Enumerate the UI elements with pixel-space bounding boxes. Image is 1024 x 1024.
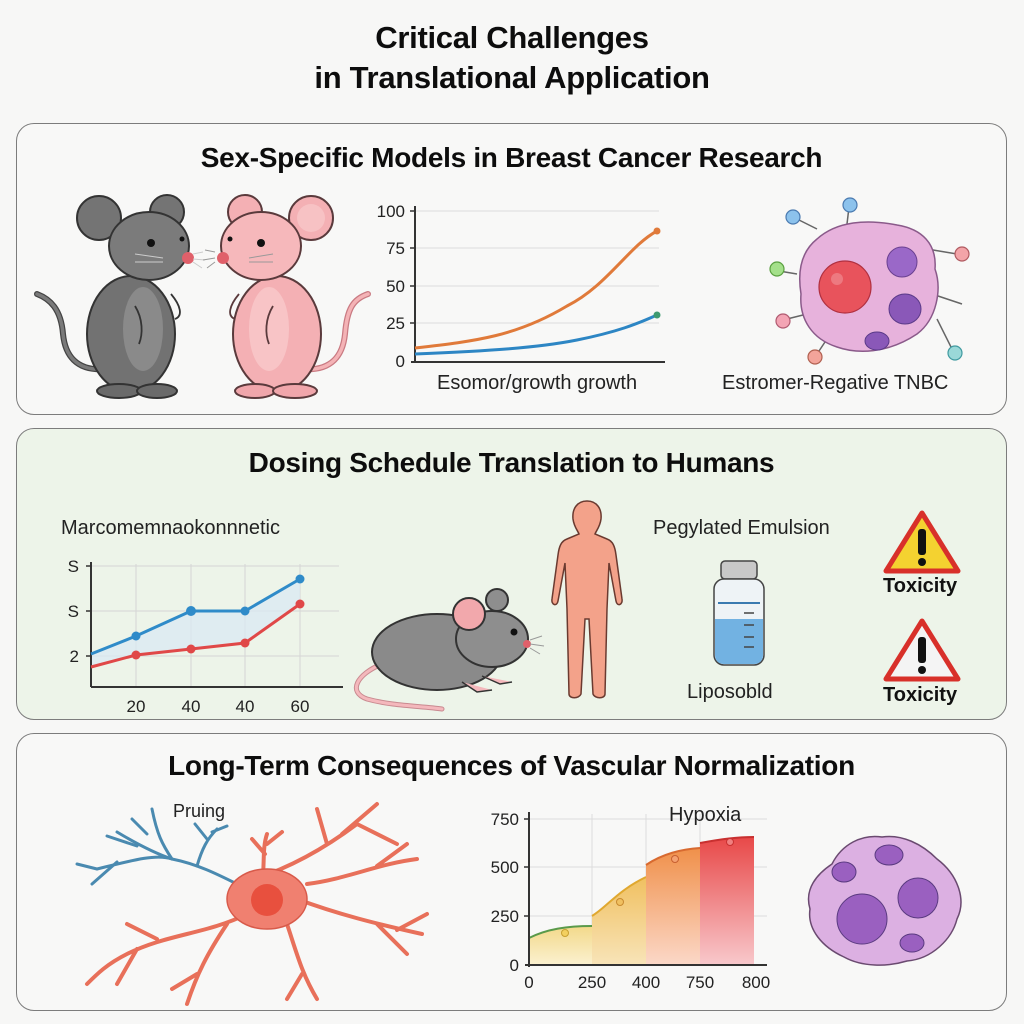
toxicity-label: Toxicity: [883, 684, 958, 706]
formulation-top-label: Pegylated Emulsion: [653, 517, 830, 539]
panel-title: Dosing Schedule Translation to Humans: [248, 447, 775, 478]
y-tick: S: [68, 557, 79, 576]
y-tick: 50: [386, 277, 405, 296]
cell-label: Estromer-Regative TNBC: [722, 372, 949, 394]
panel-sex-specific-models: Sex-Specific Models in Breast Cancer Res…: [16, 123, 1007, 415]
panel-title: Sex-Specific Models in Breast Cancer Res…: [200, 142, 823, 173]
x-tick: 400: [632, 973, 660, 992]
warning-triangle-white-icon: [883, 618, 961, 682]
main-title-line1: Critical Challenges: [375, 20, 649, 55]
y-tick: 750: [491, 810, 519, 829]
toxicity-label: Toxicity: [883, 575, 958, 597]
formulation-bottom-label: Liposobld: [687, 681, 773, 703]
y-tick: 250: [491, 907, 519, 926]
y-tick: 500: [491, 858, 519, 877]
y-tick: 0: [396, 352, 405, 371]
chart-title: Marcomemnaokonnnetic: [61, 517, 280, 539]
vessel-network-icon: [75, 802, 429, 1006]
purple-cell-icon: [807, 835, 962, 966]
y-tick: 0: [510, 956, 519, 975]
chart-x-label: Esomor/growth growth: [437, 372, 638, 394]
warning-triangle-yellow-icon: [883, 510, 961, 574]
panel-title: Long-Term Consequences of Vascular Norma…: [168, 750, 855, 781]
y-tick: 25: [386, 314, 405, 333]
x-tick: 40: [182, 697, 201, 716]
tumor-cell-icon: [769, 197, 970, 365]
dosing-line-chart: S S 2 20 40 40 60: [68, 557, 343, 716]
y-tick: S: [68, 602, 79, 621]
x-tick: 40: [236, 697, 255, 716]
vial-icon: [713, 560, 765, 666]
panel-dosing-schedule: Dosing Schedule Translation to Humans Ma…: [16, 428, 1007, 720]
y-tick: 2: [70, 647, 79, 666]
mouse-icon: [353, 588, 545, 712]
x-tick: 250: [578, 973, 606, 992]
x-tick: 20: [127, 697, 146, 716]
main-title: Critical Challenges in Translational App…: [0, 18, 1024, 98]
y-tick: 100: [377, 202, 405, 221]
x-tick: 0: [524, 973, 533, 992]
x-tick: 750: [686, 973, 714, 992]
hypoxia-label: Hypoxia: [669, 804, 742, 826]
x-tick: 800: [742, 973, 770, 992]
y-tick: 75: [386, 239, 405, 258]
hypoxia-area-chart: 750 500 250 0 0 250 400 750 800: [491, 810, 771, 992]
panel-vascular-normalization: Long-Term Consequences of Vascular Norma…: [16, 733, 1007, 1011]
pruning-label: Pruing: [173, 801, 226, 821]
main-title-line2: in Translational Application: [314, 60, 710, 95]
human-silhouette-icon: [551, 500, 623, 699]
x-tick: 60: [291, 697, 310, 716]
growth-line-chart: 100 75 50 25 0: [377, 202, 665, 371]
female-mouse-icon: [202, 194, 371, 399]
male-mouse-icon: [34, 194, 206, 399]
